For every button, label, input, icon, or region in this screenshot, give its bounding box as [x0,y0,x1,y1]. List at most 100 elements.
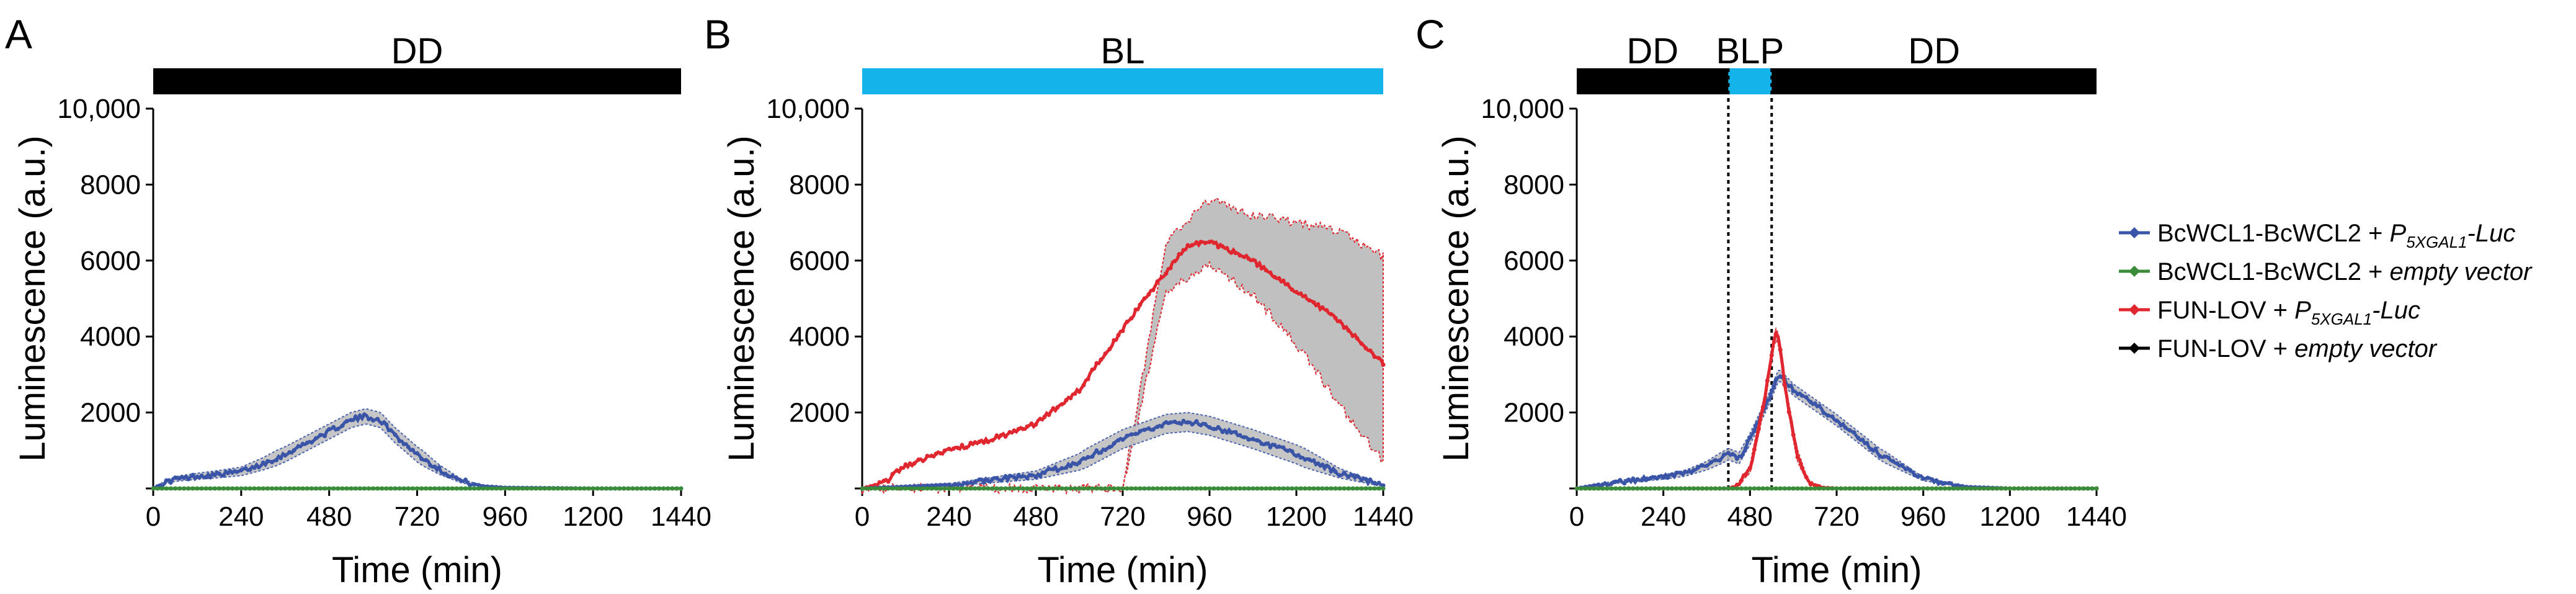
series-point [2007,486,2012,491]
panel-a-letter: A [5,11,32,57]
series-point [305,440,310,445]
series-point [1329,486,1334,491]
series-point [912,486,917,491]
series-point [1285,486,1290,491]
series-point [1281,445,1286,450]
condition-segment [153,68,681,94]
series-point [1817,403,1822,408]
series-point [1904,467,1909,472]
series-point [666,486,671,491]
series-point [1125,433,1130,438]
series-point [1376,480,1381,485]
series-point [2046,486,2051,491]
series-point [1756,426,1761,431]
series-point [560,486,565,491]
series-point [1778,374,1783,379]
series-point [1760,405,1765,410]
series-point [912,461,917,466]
series-point [1155,279,1160,284]
legend-name: FUN-LOV + [2157,335,2294,362]
series-point [159,486,164,491]
series-point [1670,472,1675,477]
series-point [1908,486,1913,491]
series-point [1808,486,1813,491]
series-point [1307,457,1312,462]
series-point [269,486,274,491]
series-point [1151,427,1156,432]
series-point [1917,474,1922,479]
legend-marker-icon [2129,266,2140,277]
series-point [323,434,328,439]
series-point [1068,395,1073,400]
series-point [362,486,367,491]
series-point [968,486,973,491]
series-point [1246,486,1251,491]
series-point [2033,486,2038,491]
legend-suffix: -Luc [2467,220,2516,247]
series-point [1938,486,1943,491]
series-point [450,486,455,491]
series-point [432,486,437,491]
series-point [1112,441,1116,446]
series-point [1042,415,1047,420]
error-band [1577,326,2097,489]
y-tick-label: 4000 [80,322,141,352]
series-point [388,428,393,433]
series-point [1203,421,1208,426]
series-point [1747,435,1752,440]
series-point [1194,419,1199,424]
series-point [1229,486,1234,491]
series-point [371,418,376,423]
series-point [1838,423,1843,428]
series-point [1220,486,1225,491]
series-point [300,486,305,491]
series-point [424,457,429,462]
series-point [1943,481,1948,486]
series-point [1644,477,1649,482]
series-point [1263,441,1268,446]
series-point [1129,486,1134,491]
series-point [1381,483,1386,488]
series-point [512,486,517,491]
series-point [1708,460,1713,465]
series-point [1333,486,1338,491]
series-point [1808,482,1813,487]
legend-marker-icon [2129,343,2140,354]
series-point [384,422,389,427]
legend-name: FUN-LOV + [2157,297,2294,324]
series-point [1773,331,1778,336]
series-point [1773,486,1778,491]
series-point [929,453,934,458]
series-point [1765,378,1770,383]
series-point [1120,437,1125,442]
series-point [573,486,578,491]
series-point [419,456,424,461]
series-point [1812,401,1817,406]
x-tick-label: 960 [1901,502,1946,532]
series-point [1587,486,1592,491]
series-point [542,486,547,491]
series-point [947,486,952,491]
series-point [151,486,156,491]
series-point [569,486,574,491]
series-point [1930,486,1935,491]
series-point [1181,486,1186,491]
legend-marker-icon [2129,304,2140,315]
series-point [1268,270,1273,275]
error-band [1576,369,2097,489]
series-point [353,486,358,491]
series-point [1042,470,1047,475]
series-point [265,486,270,491]
series-point [947,482,952,487]
series-point [1947,486,1952,491]
series-point [155,486,160,491]
x-tick-label: 1200 [1979,502,2040,532]
series-point [577,486,582,491]
series-point [942,486,947,491]
x-tick-label: 240 [218,502,264,532]
series-point [533,486,538,491]
series-point [1350,486,1355,491]
series-point [516,486,521,491]
series-point [1752,486,1757,491]
series-point [1142,296,1147,301]
